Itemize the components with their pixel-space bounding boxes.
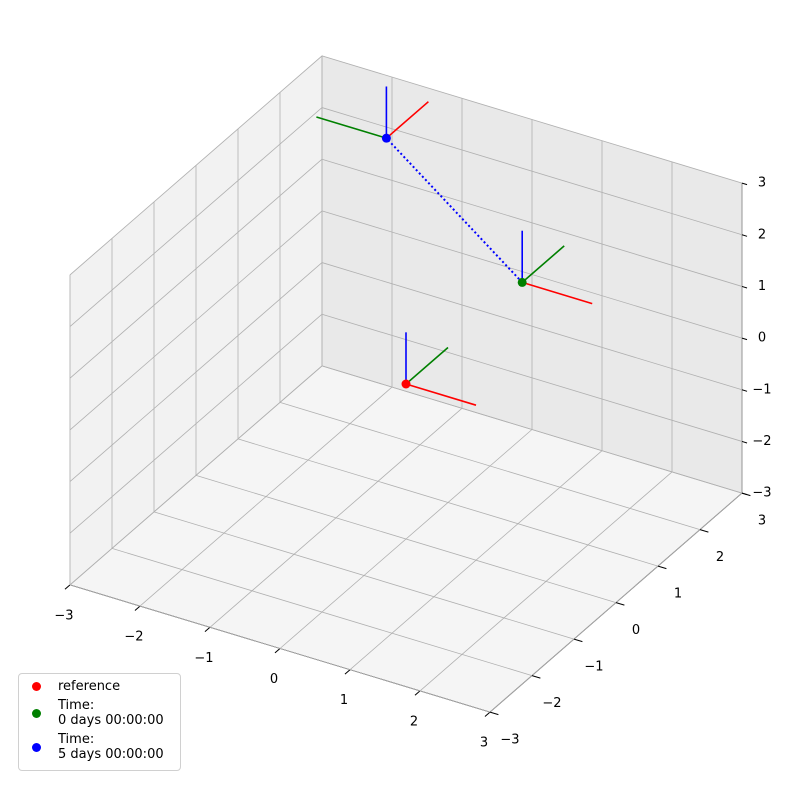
- grid-line: [237, 438, 659, 567]
- grid-line: [69, 107, 323, 327]
- x-tick-label: −3: [54, 608, 73, 623]
- frame-axis: [405, 346, 449, 385]
- z-tick-label: 0: [758, 331, 766, 346]
- frame-axis: [385, 101, 429, 139]
- y-tick-label: −2: [542, 696, 561, 711]
- x-tick: [484, 711, 491, 717]
- legend-label: Time: 0 days 00:00:00: [58, 698, 164, 728]
- x-tick: [64, 584, 71, 590]
- legend-marker: [32, 708, 41, 718]
- legend-entry: Time: 0 days 00:00:00: [19, 698, 180, 728]
- grid-line: [69, 55, 323, 276]
- legend-entry: reference: [19, 679, 180, 694]
- z-tick-label: −1: [752, 382, 771, 397]
- z-tick: [741, 182, 748, 186]
- x-tick: [274, 648, 281, 654]
- legend: reference Time: 0 days 00:00:00 Time: 5 da…: [18, 673, 181, 771]
- x-tick-label: −2: [124, 630, 143, 645]
- x-tick-label: −1: [194, 651, 213, 666]
- y-tick-label: −3: [500, 733, 519, 748]
- x-tick: [134, 605, 141, 611]
- grid-line: [321, 365, 743, 494]
- point: [517, 277, 527, 287]
- z-tick-label: 2: [758, 227, 766, 242]
- y-tick: [657, 565, 667, 570]
- grid-line: [195, 475, 617, 603]
- x-tick-label: 3: [480, 736, 488, 751]
- x-tick: [414, 690, 421, 696]
- y-tick: [573, 638, 583, 643]
- y-tick-label: −1: [584, 660, 603, 675]
- y-tick-label: 3: [758, 514, 766, 529]
- grid-line: [321, 107, 743, 236]
- x-tick-label: 2: [410, 714, 418, 729]
- z-tick-label: 1: [758, 279, 766, 294]
- legend-label: reference: [58, 679, 121, 694]
- grid-line: [69, 158, 323, 379]
- grid-line: [69, 365, 323, 586]
- y-tick: [615, 602, 625, 606]
- legend-label: Time: 5 days 00:00:00: [58, 732, 164, 762]
- z-tick: [741, 234, 748, 237]
- z-tick-label: −3: [752, 486, 771, 501]
- x-tick-label: 0: [270, 672, 278, 687]
- x-tick-label: 1: [340, 693, 348, 708]
- point: [381, 133, 391, 143]
- grid-line: [321, 55, 743, 184]
- grid-line: [111, 548, 533, 676]
- grid-line: [153, 511, 575, 640]
- z-tick-label: −2: [752, 434, 771, 449]
- z-tick-label: 3: [758, 176, 766, 191]
- legend-marker: [32, 742, 41, 752]
- z-tick: [741, 285, 748, 289]
- grid-line: [321, 158, 743, 287]
- y-tick-label: 0: [632, 623, 640, 638]
- z-tick: [741, 440, 748, 444]
- trajectory: [385, 137, 523, 284]
- grid-line: [279, 402, 701, 530]
- y-tick-label: 1: [674, 587, 682, 602]
- y-tick: [699, 529, 709, 533]
- grid-line: [69, 262, 323, 482]
- z-tick: [741, 337, 748, 341]
- frame-axis: [521, 245, 565, 283]
- grid-line: [69, 584, 491, 713]
- y-tick: [531, 675, 541, 679]
- frame-axis: [316, 116, 387, 139]
- frame-axis: [521, 281, 593, 305]
- y-tick-label: 2: [716, 550, 724, 565]
- point: [401, 379, 411, 389]
- grid-line: [321, 313, 743, 442]
- x-tick: [204, 626, 211, 633]
- legend-marker: [32, 682, 41, 691]
- y-tick: [489, 711, 499, 716]
- grid-line: [321, 262, 743, 391]
- legend-entry: Time: 5 days 00:00:00: [19, 732, 180, 762]
- grid-line: [69, 313, 323, 534]
- frame-axis: [405, 383, 477, 406]
- z-tick: [741, 389, 748, 392]
- z-tick: [741, 492, 748, 496]
- x-tick: [344, 669, 351, 675]
- grid-line: [69, 210, 323, 431]
